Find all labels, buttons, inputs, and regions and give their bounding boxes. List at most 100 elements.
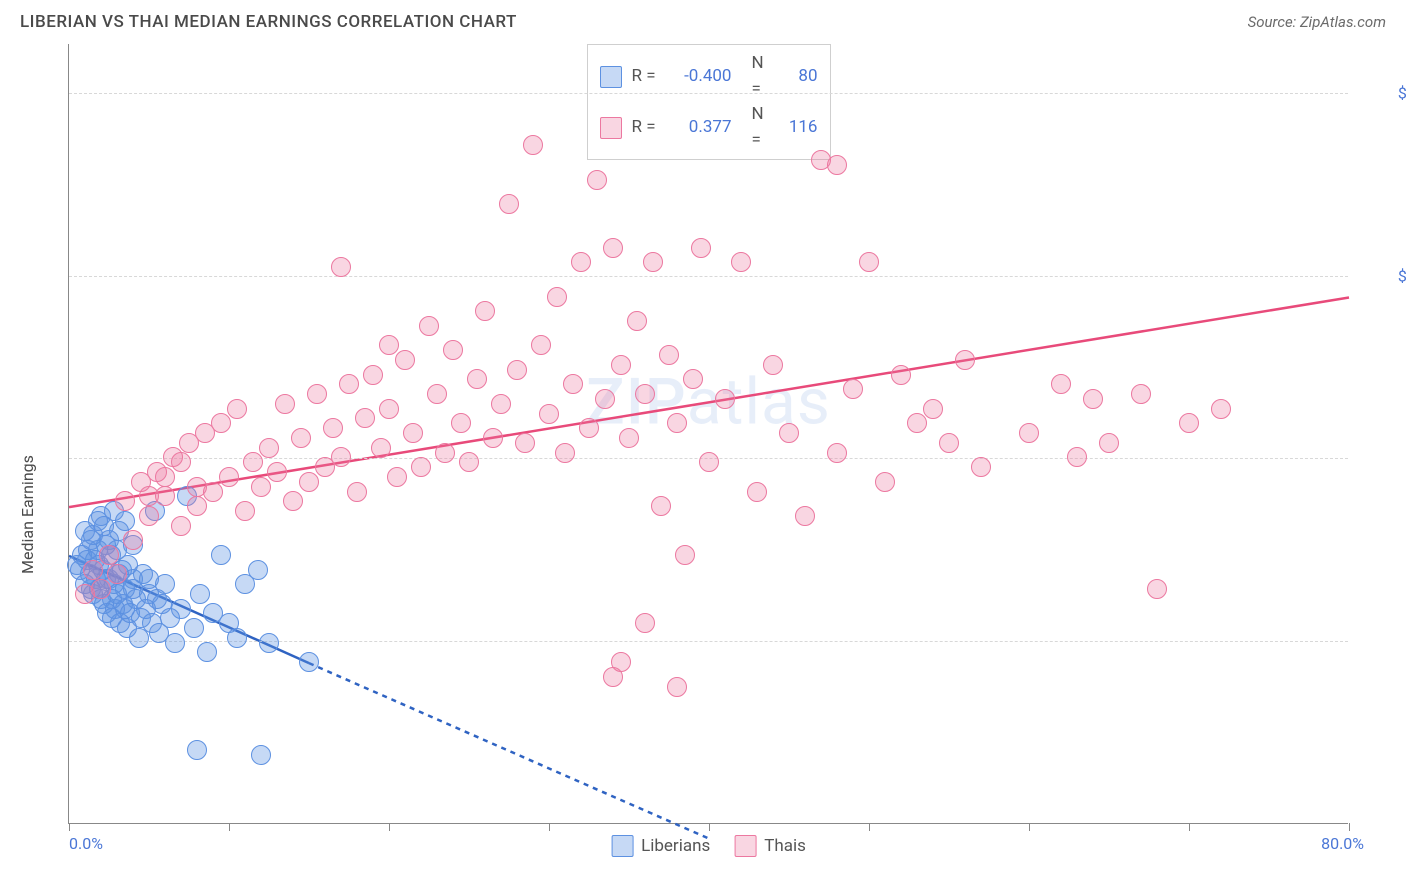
x-tick [1349, 823, 1350, 831]
scatter-point [155, 467, 175, 487]
scatter-point [1067, 447, 1087, 467]
scatter-point [627, 311, 647, 331]
scatter-point [243, 452, 263, 472]
scatter-point [1099, 433, 1119, 453]
scatter-point [1147, 579, 1167, 599]
scatter-point [1211, 399, 1231, 419]
scatter-point [75, 521, 95, 541]
scatter-point [371, 438, 391, 458]
legend-swatch-liberians [600, 66, 622, 88]
y-axis-title: Median Earnings [18, 455, 37, 574]
chart-header: LIBERIAN VS THAI MEDIAN EARNINGS CORRELA… [0, 0, 1406, 40]
scatter-point [859, 252, 879, 272]
scatter-point [184, 618, 204, 638]
scatter-point [307, 384, 327, 404]
scatter-point [339, 374, 359, 394]
legend-label-liberians: Liberians [641, 836, 710, 856]
scatter-point [731, 252, 751, 272]
legend-n-label: N = [752, 102, 768, 153]
scatter-point [459, 452, 479, 472]
y-tick-label: $150,000 [1364, 83, 1406, 102]
x-tick [709, 823, 710, 831]
scatter-point [443, 340, 463, 360]
scatter-point [763, 355, 783, 375]
legend-swatch-thais [600, 117, 622, 139]
x-tick [1029, 823, 1030, 831]
chart-source: Source: ZipAtlas.com [1248, 13, 1386, 31]
scatter-point [939, 433, 959, 453]
scatter-point [139, 506, 159, 526]
scatter-point [507, 360, 527, 380]
scatter-point [451, 413, 471, 433]
scatter-point [235, 501, 255, 521]
scatter-point [259, 633, 279, 653]
scatter-point [83, 560, 103, 580]
scatter-point [331, 447, 351, 467]
scatter-point [907, 413, 927, 433]
legend-n-value-0: 80 [778, 64, 818, 90]
scatter-point [123, 530, 143, 550]
scatter-point [555, 443, 575, 463]
scatter-point [515, 433, 535, 453]
scatter-point [259, 438, 279, 458]
scatter-point [611, 355, 631, 375]
scatter-point [611, 652, 631, 672]
scatter-point [619, 428, 639, 448]
scatter-point [275, 394, 295, 414]
scatter-point [211, 545, 231, 565]
legend-n-value-1: 116 [778, 115, 818, 141]
scatter-point [1131, 384, 1151, 404]
scatter-point [587, 170, 607, 190]
scatter-point [395, 350, 415, 370]
trend-lines [69, 44, 1349, 824]
scatter-point [419, 316, 439, 336]
scatter-point [955, 350, 975, 370]
scatter-point [715, 389, 735, 409]
scatter-point [187, 496, 207, 516]
scatter-point [171, 516, 191, 536]
scatter-point [251, 745, 271, 765]
scatter-point [667, 677, 687, 697]
scatter-point [667, 413, 687, 433]
scatter-point [747, 482, 767, 502]
scatter-point [843, 379, 863, 399]
scatter-point [171, 452, 191, 472]
y-tick-label: $37,500 [1364, 632, 1406, 651]
scatter-point [891, 365, 911, 385]
legend-r-value-1: 0.377 [672, 115, 732, 141]
scatter-point [427, 384, 447, 404]
scatter-point [491, 394, 511, 414]
scatter-point [795, 506, 815, 526]
scatter-point [403, 423, 423, 443]
scatter-point [115, 491, 135, 511]
scatter-point [971, 457, 991, 477]
scatter-point [139, 486, 159, 506]
y-tick-label: $75,000 [1364, 449, 1406, 468]
x-tick [69, 823, 70, 831]
legend-item-liberians: Liberians [611, 835, 710, 857]
legend-series: Liberians Thais [611, 835, 806, 857]
scatter-point [827, 155, 847, 175]
scatter-point [499, 194, 519, 214]
scatter-point [683, 369, 703, 389]
gridline [69, 93, 1348, 94]
scatter-point [539, 404, 559, 424]
chart-title: LIBERIAN VS THAI MEDIAN EARNINGS CORRELA… [20, 12, 517, 32]
legend-r-label: R = [632, 115, 662, 141]
scatter-point [523, 135, 543, 155]
scatter-point [547, 287, 567, 307]
legend-item-thais: Thais [734, 835, 806, 857]
scatter-point [107, 564, 127, 584]
x-tick [229, 823, 230, 831]
plot-area: ZIPatlas R = -0.400 N = 80 R = 0.377 N =… [68, 44, 1348, 824]
scatter-point [483, 428, 503, 448]
scatter-point [411, 457, 431, 477]
scatter-point [531, 335, 551, 355]
scatter-point [659, 345, 679, 365]
y-tick-label: $112,500 [1364, 266, 1406, 285]
scatter-point [323, 418, 343, 438]
scatter-point [1019, 423, 1039, 443]
scatter-point [875, 472, 895, 492]
scatter-point [475, 301, 495, 321]
scatter-point [211, 413, 231, 433]
